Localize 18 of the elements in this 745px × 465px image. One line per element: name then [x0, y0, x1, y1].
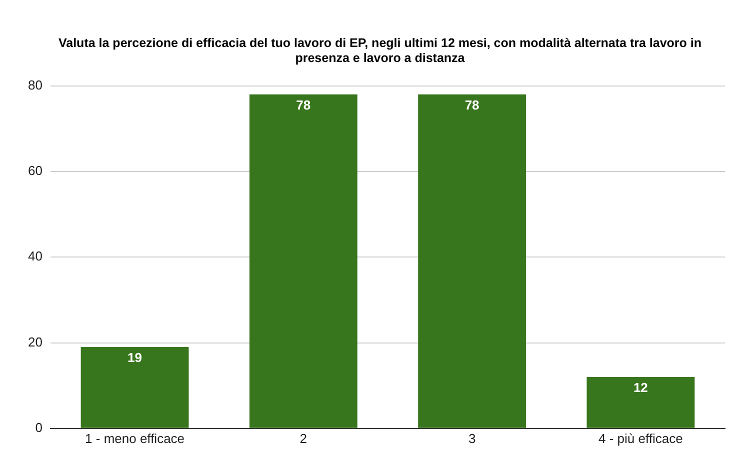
data-label: 19	[128, 350, 142, 366]
data-label: 12	[633, 380, 648, 396]
x-tick-label: 4 - più efficace	[598, 430, 683, 446]
chart-title: Valuta la percezione di efficacia del tuo lavoro di EP, negli ultimi 12 mesi, con modalità alternata tra lavoro in presenza e lavoro a distanza	[57, 36, 703, 66]
x-tick-label: 3	[468, 430, 476, 446]
y-tick-label: 0	[35, 420, 42, 435]
data-label: 78	[464, 97, 480, 112]
y-tick-label: 60	[28, 163, 42, 178]
y-tick-label: 20	[28, 334, 42, 350]
y-tick-label: 40	[28, 248, 42, 264]
x-tick-label: 2	[300, 430, 308, 446]
y-tick-label: 80	[28, 77, 42, 92]
x-tick-label: 1 - meno efficace	[85, 430, 185, 446]
bar	[249, 94, 358, 428]
bar	[80, 347, 189, 428]
bar	[586, 377, 695, 428]
data-label: 78	[296, 97, 311, 112]
bar	[418, 94, 526, 428]
